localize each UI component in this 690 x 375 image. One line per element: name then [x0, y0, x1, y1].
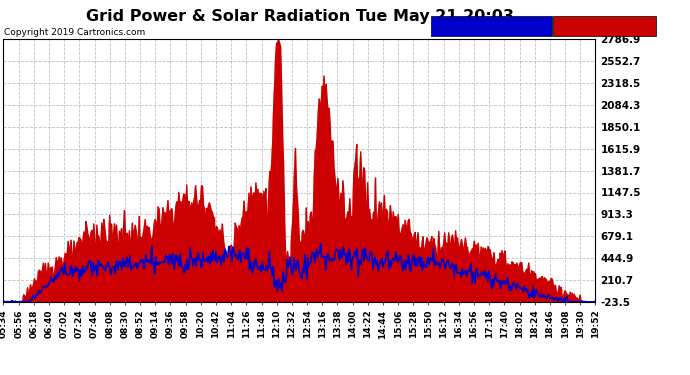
Text: Grid (AC Watts): Grid (AC Watts)	[556, 21, 640, 31]
Text: Copyright 2019 Cartronics.com: Copyright 2019 Cartronics.com	[4, 28, 146, 37]
Text: Radiation (w/m2): Radiation (w/m2)	[435, 21, 526, 31]
Text: Grid Power & Solar Radiation Tue May 21 20:03: Grid Power & Solar Radiation Tue May 21 …	[86, 9, 514, 24]
